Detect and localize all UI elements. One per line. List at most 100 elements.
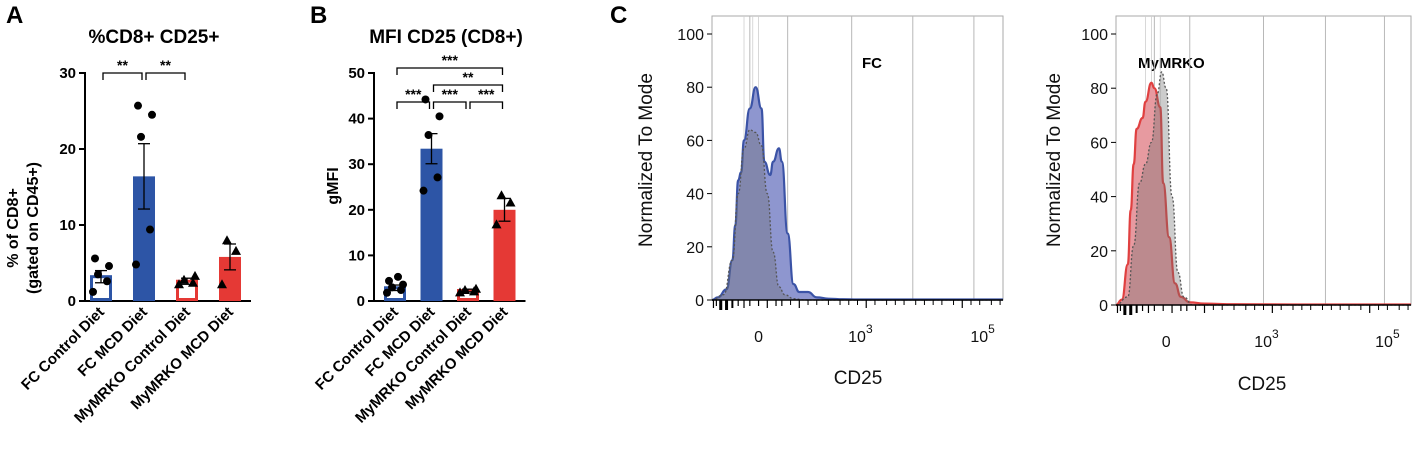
data-point: [190, 270, 200, 280]
significance-bracket: [396, 67, 504, 75]
series-area-0: [712, 87, 1003, 300]
data-point: [134, 101, 142, 110]
histogram-mymrko-title: MyMRKO: [1138, 55, 1205, 72]
data-point: [137, 132, 145, 141]
histogram-mymrko-ylabel: Normalized To Mode: [1044, 73, 1065, 247]
y-tick-label: 100: [677, 27, 704, 44]
series-area-1: [1116, 71, 1411, 305]
significance-bracket: [396, 101, 431, 109]
y-tick-label: 30: [59, 65, 76, 82]
x-tick-label: 105: [1375, 327, 1400, 351]
histogram-fc-title: FC: [862, 55, 882, 72]
significance-label: ***: [478, 86, 495, 102]
data-point: [148, 110, 156, 119]
data-point: [394, 272, 402, 281]
significance-label: **: [160, 57, 171, 73]
data-point: [94, 270, 102, 279]
series-line-0: [1115, 81, 1411, 307]
data-point: [174, 279, 184, 289]
y-tick-label: 40: [686, 187, 704, 204]
significance-bracket: [102, 72, 143, 80]
y-tick-label: 20: [686, 240, 704, 257]
significance-label: ***: [405, 86, 422, 102]
x-tick-label: 105: [970, 322, 995, 346]
y-tick-label: 50: [348, 65, 365, 82]
data-point: [388, 283, 396, 292]
data-point: [424, 131, 433, 140]
significance-bracket: [469, 101, 504, 109]
chart-a: %CD8+ CD25+ % of CD8+ (gated on CD45+) 0…: [5, 27, 251, 427]
data-point: [222, 235, 232, 245]
chart-b-ylabel: gMFI: [325, 167, 342, 204]
significance-label: ***: [442, 52, 459, 68]
bar-3: [493, 209, 516, 301]
data-point: [146, 225, 154, 234]
y-tick-label: 0: [695, 293, 704, 310]
significance-label: ***: [442, 86, 459, 102]
significance-bracket: [145, 72, 186, 80]
bar-1: [420, 148, 443, 301]
data-point: [91, 254, 99, 263]
data-point: [496, 190, 507, 200]
y-tick-label: 30: [348, 156, 365, 173]
significance-label: **: [463, 69, 474, 85]
data-point: [132, 260, 140, 269]
data-point: [188, 277, 198, 287]
chart-a-title: %CD8+ CD25+: [89, 27, 220, 48]
y-tick-label: 80: [1090, 81, 1108, 98]
y-tick-label: 10: [348, 247, 365, 264]
histogram-mymrko: MyMRKO Normalized To Mode CD25 0 20 40 60 80…: [1044, 15, 1412, 395]
data-point: [460, 285, 470, 295]
data-point: [217, 279, 227, 289]
data-point: [89, 287, 97, 296]
y-tick-label: 0: [357, 293, 365, 310]
y-tick-label: 60: [1090, 135, 1108, 152]
y-tick-label: 0: [68, 293, 76, 310]
x-tick-label: 0: [1162, 334, 1171, 351]
chart-a-ylabel-line2: (gated on CD45+): [25, 162, 42, 294]
data-point: [179, 274, 189, 284]
histogram-fc-xlabel: CD25: [834, 368, 883, 389]
panel-label-a: A: [6, 2, 23, 29]
data-point: [433, 173, 442, 182]
bar-1: [133, 176, 155, 301]
y-tick-label: 0: [1099, 298, 1108, 315]
data-point: [383, 288, 391, 297]
panel-label-c: C: [610, 2, 627, 29]
data-point: [419, 186, 428, 195]
y-tick-label: 100: [1081, 27, 1108, 44]
x-tick-label: 103: [848, 322, 873, 346]
x-tick-label: 0: [754, 329, 763, 346]
y-tick-label: 20: [1090, 244, 1108, 261]
data-point: [435, 112, 444, 121]
significance-label: **: [117, 57, 128, 73]
significance-bracket: [432, 84, 504, 92]
data-point: [471, 283, 481, 293]
y-tick-label: 20: [59, 141, 76, 158]
histogram-mymrko-xlabel: CD25: [1238, 374, 1287, 395]
y-tick-label: 40: [348, 111, 365, 128]
chart-a-ylabel-line1: % of CD8+: [5, 188, 22, 268]
data-point: [399, 280, 407, 289]
series-line-1: [711, 129, 1003, 301]
data-point: [491, 219, 502, 229]
series-line-1: [1115, 71, 1411, 306]
y-tick-label: 20: [348, 202, 365, 219]
panel-label-b: B: [310, 2, 327, 29]
data-point: [455, 287, 465, 297]
series-area-1: [712, 129, 1003, 300]
data-point: [385, 276, 393, 285]
y-tick-label: 60: [686, 133, 704, 150]
x-tick-label: 103: [1254, 327, 1279, 351]
histogram-fc-ylabel: Normalized To Mode: [636, 73, 657, 247]
bar-3: [219, 256, 241, 301]
y-tick-label: 10: [59, 217, 76, 234]
data-point: [103, 277, 111, 286]
y-tick-label: 40: [1090, 190, 1108, 207]
series-line-0: [711, 86, 1003, 302]
data-point: [505, 197, 516, 207]
y-tick-label: 80: [686, 80, 704, 97]
significance-bracket: [432, 101, 467, 109]
